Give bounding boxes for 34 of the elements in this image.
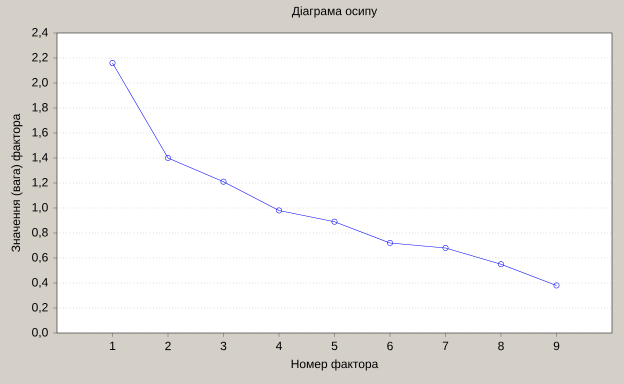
- x-tick-label: 9: [554, 342, 560, 350]
- chart-title: Діаграма осипу: [292, 6, 378, 18]
- x-tick-label: 4: [276, 342, 282, 350]
- y-tick-label: 0,2: [32, 303, 48, 313]
- point: [220, 178, 226, 185]
- x-tick-label: 3: [220, 342, 226, 350]
- y-tick-label: 2,4: [32, 28, 48, 38]
- y-tick-label: 1,4: [32, 153, 48, 163]
- y-tick-label: 0,8: [32, 228, 48, 238]
- point: [387, 240, 393, 246]
- y-tick-label: 1,2: [32, 178, 48, 188]
- x-tick-label: 7: [442, 342, 448, 350]
- x-axis-title: Номер фактора: [292, 359, 378, 371]
- y-tick-label: 1,0: [32, 203, 48, 213]
- point: [165, 155, 171, 161]
- y-tick-label: 1,6: [32, 128, 48, 138]
- x-tick-label: 8: [498, 342, 504, 350]
- y-tick-label: 0,0: [32, 328, 48, 338]
- y-tick-label: 2,0: [32, 78, 48, 88]
- point: [554, 282, 560, 288]
- x-tick-label: 1: [110, 342, 116, 350]
- y-tick-label: 0,6: [32, 253, 48, 263]
- point: [332, 218, 338, 225]
- point: [276, 208, 282, 214]
- y-tick-label: 1,8: [32, 103, 48, 113]
- x-tick-label: 2: [165, 342, 171, 350]
- y-tick-label: 2,2: [32, 53, 48, 63]
- y-tick-label: 0,4: [32, 278, 48, 288]
- x-tick-label: 6: [387, 342, 393, 350]
- point: [498, 261, 504, 268]
- point: [442, 245, 448, 251]
- y-axis-title: Значення (вага) фактора: [11, 114, 22, 252]
- point: [110, 60, 116, 66]
- x-tick-label: 5: [332, 342, 338, 350]
